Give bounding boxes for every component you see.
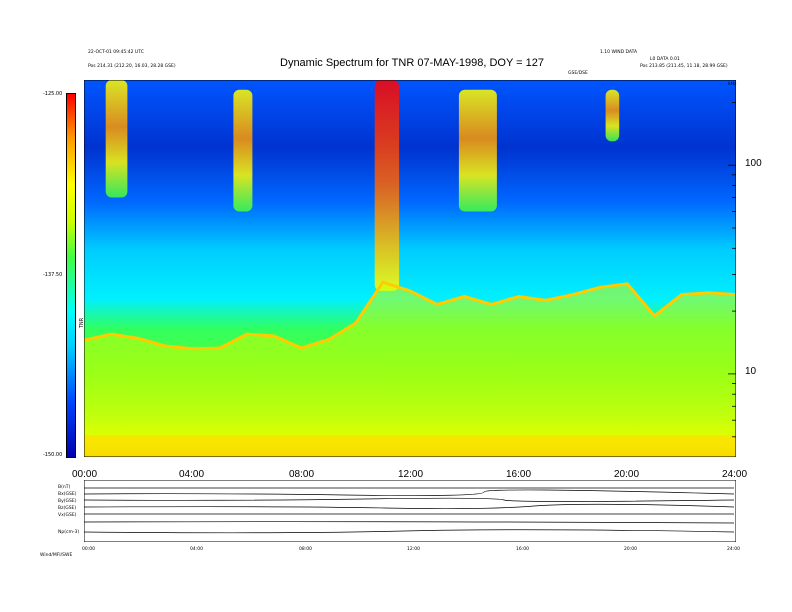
bottom-label-b: B(nT) xyxy=(58,485,71,490)
header-meta-line1: 22-OCT-01 09:45:42 UTC xyxy=(88,50,144,55)
bottom-x-tick-0400: 04:00 xyxy=(190,547,203,552)
bottom-x-tick-2400: 24:00 xyxy=(727,547,740,552)
x-tick-label-0000: 00:00 xyxy=(72,469,98,480)
plasma-band-fill xyxy=(84,282,736,457)
bottom-x-tick-0800: 08:00 xyxy=(299,547,312,552)
header-right-line2: L0 DATA 0.01 xyxy=(650,57,680,62)
burst-5 xyxy=(605,89,620,142)
header-meta-line3: Pos 214.31 (212.20, 16.03, 28.28 GSE) xyxy=(88,64,176,69)
colorbar-max-label: -125.00 xyxy=(43,91,63,97)
header-right-line1: 1.10 WIND DATA xyxy=(600,50,638,55)
bottom-label-np: Np(cm-3) xyxy=(58,530,80,535)
bottom-label-bz: Bz(GSE) xyxy=(58,506,77,511)
x-tick-label-2000: 20:00 xyxy=(614,469,640,480)
bottom-x-tick-2000: 20:00 xyxy=(624,547,637,552)
bottom-label-vx: Vx(GSE) xyxy=(58,513,77,518)
y-tick-label-100: 100 xyxy=(745,158,762,169)
low-frequency-band xyxy=(84,435,736,457)
colorbar-mid-label: -137.50 xyxy=(43,272,63,278)
burst-4 xyxy=(458,89,497,212)
bottom-x-tick-1600: 16:00 xyxy=(516,547,529,552)
bottom-x-tick-1200: 12:00 xyxy=(407,547,420,552)
x-tick-label-2400: 24:00 xyxy=(722,469,748,480)
x-tick-label-0400: 04:00 xyxy=(179,469,205,480)
y-tick-label-10: 10 xyxy=(745,366,757,377)
trace-np xyxy=(84,529,735,534)
trace-by xyxy=(84,497,735,502)
burst-3 xyxy=(374,80,400,291)
trace-bx xyxy=(84,489,735,496)
dynamic-spectrum-plot xyxy=(84,80,736,457)
x-tick-label-0800: 08:00 xyxy=(289,469,315,480)
colorbar-min-label: -150.00 xyxy=(43,452,63,458)
header-right-line3: Pos 213.85 (211.45, 11.18, 28.99 GSE) xyxy=(640,64,728,69)
plasma-line-series xyxy=(84,280,736,351)
colorbar xyxy=(66,93,76,458)
burst-2 xyxy=(233,89,253,212)
x-tick-label-1200: 12:00 xyxy=(398,469,424,480)
burst-1 xyxy=(105,80,128,198)
bottom-parameter-panel xyxy=(84,480,736,542)
bottom-label-by: By(GSE) xyxy=(58,499,77,504)
bottom-footer-left: Wind/MFI/SWE xyxy=(40,553,73,558)
trace-v xyxy=(84,521,735,524)
chart-title: Dynamic Spectrum for TNR 07-MAY-1998, DO… xyxy=(280,57,545,69)
bottom-label-bx: Bx(GSE) xyxy=(58,492,77,497)
bottom-x-tick-0000: 00:00 xyxy=(82,547,95,552)
header-mid-small: GSE/DSE xyxy=(568,71,588,76)
x-tick-label-1600: 16:00 xyxy=(506,469,532,480)
trace-bz xyxy=(84,503,735,510)
y-unit-label: kHz xyxy=(728,82,737,87)
